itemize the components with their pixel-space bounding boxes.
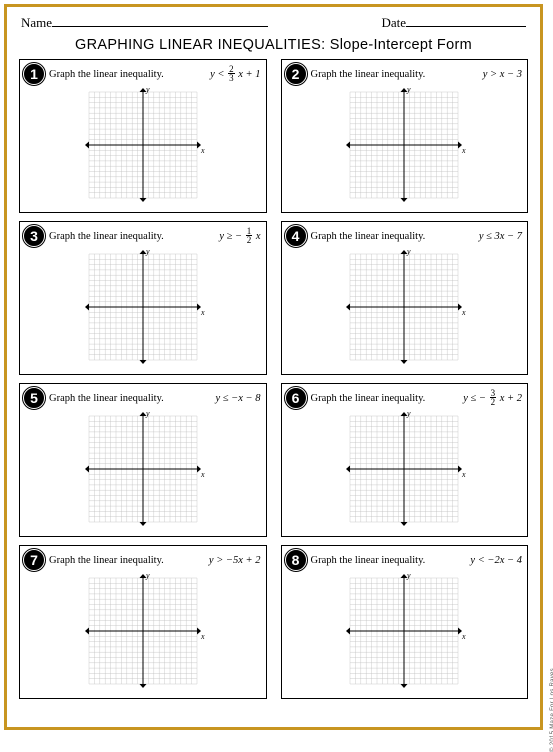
- problem-number-badge: 6: [285, 387, 307, 409]
- svg-text:x: x: [461, 308, 466, 317]
- problem-number: 4: [292, 228, 300, 244]
- svg-text:y: y: [406, 572, 411, 580]
- svg-text:y: y: [406, 86, 411, 94]
- date-underline: [406, 13, 526, 27]
- problem-inequality: y > −5x + 2: [209, 555, 262, 566]
- problem-inequality: y > x − 3: [483, 69, 523, 80]
- problem-2: 2 Graph the linear inequality. y > x − 3…: [281, 59, 529, 213]
- problem-instruction: Graph the linear inequality.: [49, 393, 211, 404]
- problem-number: 3: [30, 228, 38, 244]
- svg-text:x: x: [461, 470, 466, 479]
- coordinate-grid: yx: [340, 572, 468, 690]
- problem-number-badge: 4: [285, 225, 307, 247]
- header-fields: Name Date: [17, 13, 530, 35]
- problem-number: 6: [292, 390, 300, 406]
- problem-5: 5 Graph the linear inequality. y ≤ −x − …: [19, 383, 267, 537]
- problem-instruction: Graph the linear inequality.: [311, 231, 475, 242]
- problem-1: 1 Graph the linear inequality. y < 23 x …: [19, 59, 267, 213]
- problem-number: 5: [30, 390, 38, 406]
- svg-text:y: y: [145, 86, 150, 94]
- problems-grid: 1 Graph the linear inequality. y < 23 x …: [17, 59, 530, 699]
- problem-number: 8: [292, 552, 300, 568]
- name-underline: [52, 13, 268, 27]
- svg-text:y: y: [406, 410, 411, 418]
- problem-header: 3 Graph the linear inequality. y ≥ − 12 …: [24, 226, 262, 247]
- problem-instruction: Graph the linear inequality.: [49, 69, 206, 80]
- worksheet-page: Name Date GRAPHING LINEAR INEQUALITIES: …: [4, 4, 543, 730]
- coordinate-grid: yx: [79, 86, 207, 204]
- problem-3: 3 Graph the linear inequality. y ≥ − 12 …: [19, 221, 267, 375]
- problem-header: 1 Graph the linear inequality. y < 23 x …: [24, 64, 262, 85]
- problem-instruction: Graph the linear inequality.: [311, 393, 460, 404]
- svg-text:y: y: [145, 248, 150, 256]
- svg-text:y: y: [145, 572, 150, 580]
- problem-instruction: Graph the linear inequality.: [311, 69, 479, 80]
- date-field: Date: [381, 13, 526, 31]
- problem-8: 8 Graph the linear inequality. y < −2x −…: [281, 545, 529, 699]
- name-label: Name: [21, 15, 52, 31]
- coordinate-grid: yx: [79, 572, 207, 690]
- problem-instruction: Graph the linear inequality.: [311, 555, 467, 566]
- problem-number-badge: 3: [23, 225, 45, 247]
- svg-text:x: x: [200, 470, 205, 479]
- problem-inequality: y < 23 x + 1: [210, 66, 261, 83]
- problem-inequality: y ≤ 3x − 7: [479, 231, 523, 242]
- problem-number-badge: 1: [23, 63, 45, 85]
- problem-inequality: y ≥ − 12 x: [219, 228, 261, 245]
- problem-header: 8 Graph the linear inequality. y < −2x −…: [286, 550, 524, 571]
- problem-number-badge: 7: [23, 549, 45, 571]
- problem-4: 4 Graph the linear inequality. y ≤ 3x − …: [281, 221, 529, 375]
- problem-number: 2: [292, 66, 300, 82]
- problem-number: 7: [30, 552, 38, 568]
- svg-text:x: x: [200, 632, 205, 641]
- problem-inequality: y ≤ −x − 8: [215, 393, 261, 404]
- coordinate-grid: yx: [340, 86, 468, 204]
- date-label: Date: [381, 15, 406, 31]
- problem-number-badge: 2: [285, 63, 307, 85]
- problem-7: 7 Graph the linear inequality. y > −5x +…: [19, 545, 267, 699]
- svg-text:y: y: [145, 410, 150, 418]
- svg-text:x: x: [200, 146, 205, 155]
- svg-text:x: x: [200, 308, 205, 317]
- problem-number-badge: 8: [285, 549, 307, 571]
- problem-header: 7 Graph the linear inequality. y > −5x +…: [24, 550, 262, 571]
- svg-text:x: x: [461, 632, 466, 641]
- problem-number-badge: 5: [23, 387, 45, 409]
- problem-number: 1: [30, 66, 38, 82]
- problem-header: 6 Graph the linear inequality. y ≤ − 32 …: [286, 388, 524, 409]
- problem-instruction: Graph the linear inequality.: [49, 555, 205, 566]
- problem-header: 5 Graph the linear inequality. y ≤ −x − …: [24, 388, 262, 409]
- problem-header: 2 Graph the linear inequality. y > x − 3: [286, 64, 524, 85]
- svg-text:y: y: [406, 248, 411, 256]
- problem-inequality: y ≤ − 32 x + 2: [463, 390, 523, 407]
- coordinate-grid: yx: [79, 248, 207, 366]
- page-title: GRAPHING LINEAR INEQUALITIES: Slope-Inte…: [17, 37, 530, 53]
- coordinate-grid: yx: [79, 410, 207, 528]
- problem-inequality: y < −2x − 4: [470, 555, 523, 566]
- problem-6: 6 Graph the linear inequality. y ≤ − 32 …: [281, 383, 529, 537]
- svg-text:x: x: [461, 146, 466, 155]
- coordinate-grid: yx: [340, 248, 468, 366]
- problem-instruction: Graph the linear inequality.: [49, 231, 215, 242]
- name-field: Name: [21, 13, 268, 31]
- coordinate-grid: yx: [340, 410, 468, 528]
- problem-header: 4 Graph the linear inequality. y ≤ 3x − …: [286, 226, 524, 247]
